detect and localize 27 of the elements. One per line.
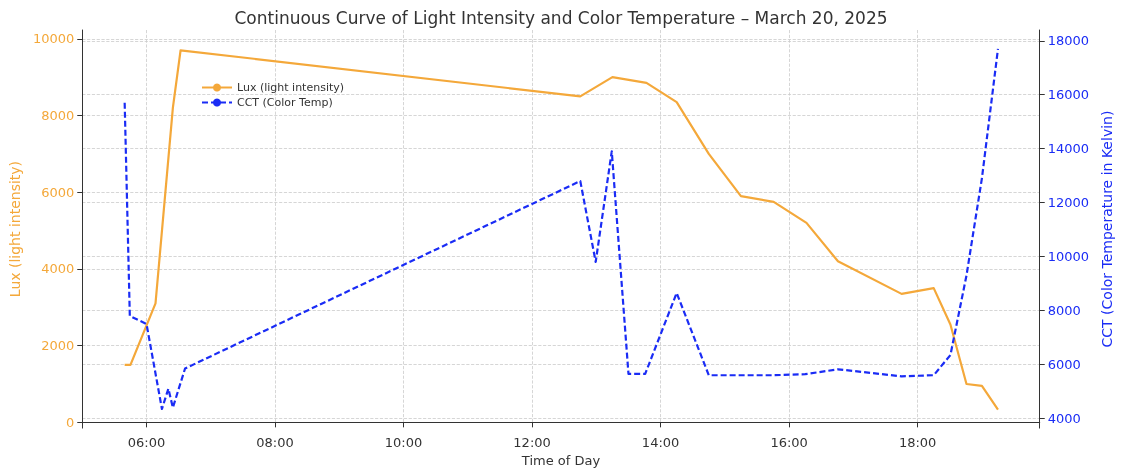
y2-tick-label: 12000 xyxy=(1047,195,1090,211)
y-tick-label: 6000 xyxy=(41,184,75,200)
legend-label: CCT (Color Temp) xyxy=(237,96,333,109)
y-axis-title: Lux (light intensity) xyxy=(7,160,23,298)
x-tick-label: 16:00 xyxy=(770,435,808,451)
y2-axis-title: CCT (Color Temperature in Kelvin) xyxy=(1099,110,1115,348)
x-tick-label: 10:00 xyxy=(384,435,423,451)
x-tick-label: 08:00 xyxy=(256,435,294,451)
y2-tick-label: 18000 xyxy=(1047,33,1090,49)
y2-tick-label: 16000 xyxy=(1047,87,1090,103)
y2-tick-label: 6000 xyxy=(1047,356,1081,372)
x-tick-label: 14:00 xyxy=(641,435,680,451)
chart-title: Continuous Curve of Light Intensity and Color Temperature – March 20, 2025 xyxy=(234,7,888,28)
x-tick-label: 18:00 xyxy=(898,435,937,451)
x-tick-label: 12:00 xyxy=(513,435,551,451)
y-tick-label: 2000 xyxy=(41,338,75,354)
y2-tick-label: 10000 xyxy=(1047,249,1090,265)
y-tick-label: 4000 xyxy=(41,261,75,277)
y-tick-label: 0 xyxy=(65,414,75,430)
legend-label: Lux (light intensity) xyxy=(237,81,345,94)
y2-tick-label: 8000 xyxy=(1047,303,1081,318)
y-tick-label: 10000 xyxy=(32,31,75,47)
y2-tick-label: 4000 xyxy=(1047,410,1081,426)
x-axis-title: Time of Day xyxy=(520,453,601,468)
y-tick-label: 8000 xyxy=(41,108,75,124)
x-tick-label: 06:00 xyxy=(127,435,166,451)
y2-tick-label: 14000 xyxy=(1047,141,1090,157)
